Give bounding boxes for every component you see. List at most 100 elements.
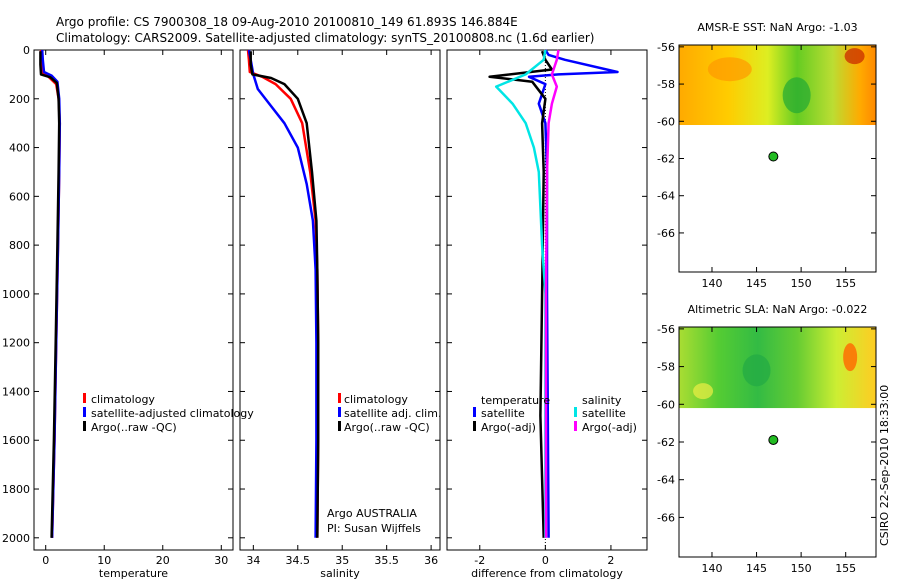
x-axis-label: difference from climatology bbox=[471, 567, 623, 580]
legend-swatch-blue bbox=[473, 407, 476, 417]
y-tick-label: 1800 bbox=[2, 483, 30, 496]
heatmap-cool-patch bbox=[742, 354, 771, 387]
x-tick-label: 145 bbox=[746, 562, 767, 575]
legend-label: Argo(-adj) bbox=[582, 421, 637, 434]
x-tick-label: 34.5 bbox=[286, 554, 311, 567]
y-tick-label: -58 bbox=[657, 361, 675, 374]
argo-annotation-line2: PI: Susan Wijffels bbox=[327, 522, 421, 535]
y-tick-label: 1200 bbox=[2, 337, 30, 350]
x-tick-label: 20 bbox=[156, 554, 170, 567]
y-tick-label: 800 bbox=[9, 239, 30, 252]
y-tick-label: 2000 bbox=[2, 532, 30, 545]
legend-group-title: salinity bbox=[582, 394, 622, 407]
legend-label: Argo(..raw -QC) bbox=[344, 421, 430, 434]
x-tick-label: 34 bbox=[246, 554, 260, 567]
y-tick-label: -62 bbox=[657, 153, 675, 166]
sla-map-panel: Altimetric SLA: NaN Argo: -0.022 140 145 15… bbox=[657, 303, 877, 575]
heatmap-yellow-patch bbox=[693, 383, 714, 400]
legend-group-title: temperature bbox=[481, 394, 550, 407]
heatmap-hot-patch bbox=[843, 343, 858, 372]
y-tick-label: 1400 bbox=[2, 385, 30, 398]
heatmap-field bbox=[679, 45, 876, 126]
y-tick-label: 200 bbox=[9, 93, 30, 106]
legend-swatch-black bbox=[83, 421, 86, 431]
difference-legend: temperature satellite Argo(-adj) salinit… bbox=[473, 394, 637, 434]
y-tick-label: -60 bbox=[657, 115, 675, 128]
legend-swatch-blue bbox=[83, 407, 86, 417]
x-tick-label: 145 bbox=[746, 277, 767, 290]
y-tick-label: -56 bbox=[657, 41, 675, 54]
legend-swatch-blue bbox=[338, 407, 341, 417]
y-tick-label: -64 bbox=[657, 190, 675, 203]
credit-stamp: CSIRO 22-Sep-2010 18:33:00 bbox=[878, 385, 891, 546]
x-tick-label: 140 bbox=[701, 562, 722, 575]
float-position-marker bbox=[768, 434, 779, 445]
temperature-panel: 0 10 20 30 0 200 400 600 800 1000 1200 1400 1600 1800… bbox=[2, 44, 234, 580]
x-tick-label: 10 bbox=[97, 554, 111, 567]
x-tick-label: 35 bbox=[335, 554, 349, 567]
x-tick-label: 0 bbox=[42, 554, 49, 567]
axes-frame bbox=[446, 49, 648, 551]
float-position-marker bbox=[768, 151, 779, 162]
legend-label: Argo(-adj) bbox=[481, 421, 536, 434]
x-tick-label: 155 bbox=[835, 277, 856, 290]
x-tick-label: 35.5 bbox=[374, 554, 399, 567]
y-tick-label: -66 bbox=[657, 511, 675, 524]
x-tick-label: 150 bbox=[791, 277, 812, 290]
legend-swatch-cyan bbox=[574, 407, 577, 417]
x-tick-label: 150 bbox=[791, 562, 812, 575]
salinity-legend: climatology satellite adj. clim. Argo(..… bbox=[327, 393, 441, 535]
series-line-magenta bbox=[544, 49, 560, 538]
axes-frame bbox=[33, 49, 234, 551]
map-title: AMSR-E SST: NaN Argo: -1.03 bbox=[697, 21, 857, 34]
x-tick-label: 36 bbox=[424, 554, 438, 567]
y-tick-label: -56 bbox=[657, 323, 675, 336]
salinity-panel: 34 34.5 35 35.5 36 salinity bbox=[239, 49, 441, 580]
series-line-black bbox=[39, 51, 61, 538]
series-line-black bbox=[249, 51, 320, 538]
legend-label: satellite adj. clim. bbox=[344, 407, 441, 420]
y-tick-label: -66 bbox=[657, 227, 675, 240]
x-axis-label: salinity bbox=[320, 567, 360, 580]
x-tick-label: -2 bbox=[474, 554, 485, 567]
heatmap-hot-patch bbox=[844, 48, 865, 65]
legend-label: satellite-adjusted climatology bbox=[91, 407, 254, 420]
argo-annotation-line1: Argo AUSTRALIA bbox=[327, 507, 417, 520]
header-line2: Climatology: CARS2009. Satellite-adjuste… bbox=[56, 31, 594, 45]
map-title: Altimetric SLA: NaN Argo: -0.022 bbox=[688, 303, 868, 316]
legend-swatch-magenta bbox=[574, 421, 577, 431]
axes-frame bbox=[239, 49, 441, 551]
x-tick-label: 0 bbox=[542, 554, 549, 567]
y-tick-label: 1600 bbox=[2, 434, 30, 447]
legend-label: climatology bbox=[91, 393, 155, 406]
x-tick-label: 140 bbox=[701, 277, 722, 290]
legend-label: satellite bbox=[582, 407, 626, 420]
x-tick-label: 30 bbox=[214, 554, 228, 567]
y-tick-label: -64 bbox=[657, 474, 675, 487]
legend-swatch-black bbox=[473, 421, 476, 431]
y-tick-label: 1000 bbox=[2, 288, 30, 301]
legend-swatch-red bbox=[338, 393, 341, 403]
y-tick-label: -60 bbox=[657, 398, 675, 411]
legend-label: satellite bbox=[481, 407, 525, 420]
temperature-legend: climatology satellite-adjusted climatolo… bbox=[83, 393, 254, 434]
y-tick-label: -62 bbox=[657, 436, 675, 449]
series-line-black bbox=[488, 50, 554, 538]
y-tick-label: 0 bbox=[23, 44, 30, 57]
x-axis-label: temperature bbox=[99, 567, 168, 580]
heatmap-warm-patch bbox=[707, 57, 752, 82]
y-tick-label: 600 bbox=[9, 190, 30, 203]
x-tick-label: 155 bbox=[835, 562, 856, 575]
y-tick-label: 400 bbox=[9, 142, 30, 155]
legend-label: Argo(..raw -QC) bbox=[91, 421, 177, 434]
heatmap-cool-patch bbox=[782, 77, 811, 114]
header-line1: Argo profile: CS 7900308_18 09-Aug-2010 … bbox=[56, 15, 518, 29]
sst-map-panel: AMSR-E SST: NaN Argo: -1.03 140 145 150 155 -… bbox=[657, 21, 877, 290]
y-tick-label: -58 bbox=[657, 78, 675, 91]
legend-swatch-black bbox=[338, 421, 341, 431]
x-tick-label: 2 bbox=[607, 554, 614, 567]
series-line-cyan bbox=[494, 49, 547, 538]
legend-label: climatology bbox=[344, 393, 408, 406]
